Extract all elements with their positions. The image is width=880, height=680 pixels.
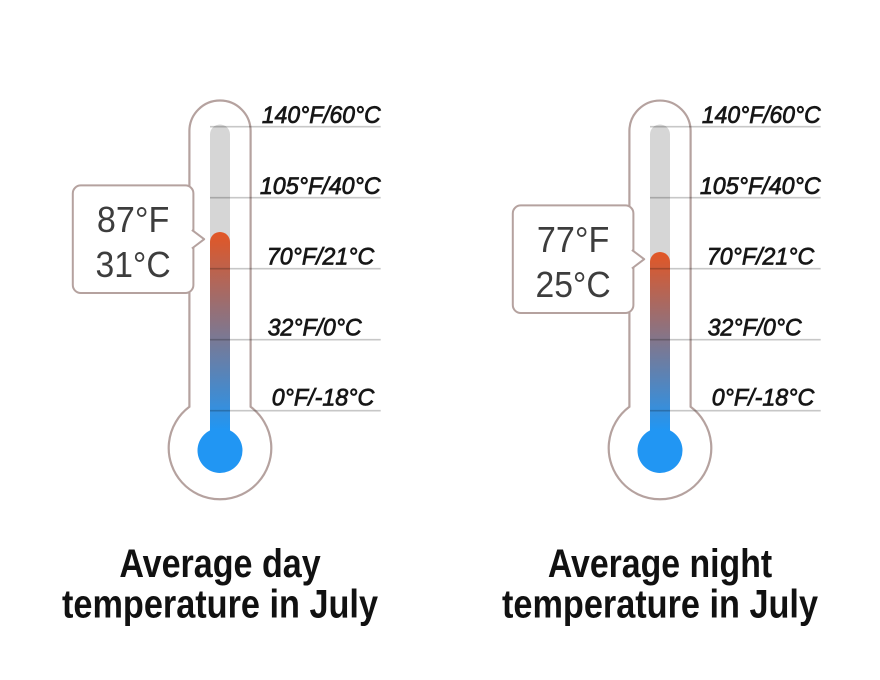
svg-text:87°F: 87°F	[97, 199, 170, 240]
svg-text:105°F/40°C: 105°F/40°C	[700, 173, 822, 200]
svg-text:25°C: 25°C	[536, 264, 611, 305]
svg-text:70°F/21°C: 70°F/21°C	[707, 244, 815, 271]
svg-text:70°F/21°C: 70°F/21°C	[267, 244, 375, 271]
svg-text:32°F/0°C: 32°F/0°C	[708, 315, 803, 342]
svg-text:140°F/60°C: 140°F/60°C	[702, 102, 821, 129]
svg-text:temperature in July: temperature in July	[62, 583, 379, 627]
svg-text:0°F/-18°C: 0°F/-18°C	[272, 384, 375, 411]
svg-text:140°F/60°C: 140°F/60°C	[262, 102, 381, 129]
svg-text:temperature in July: temperature in July	[502, 583, 819, 627]
svg-text:Average day: Average day	[119, 542, 321, 586]
svg-text:32°F/0°C: 32°F/0°C	[268, 315, 363, 342]
svg-text:31°C: 31°C	[96, 244, 171, 285]
svg-text:77°F: 77°F	[537, 219, 610, 260]
svg-text:105°F/40°C: 105°F/40°C	[260, 173, 382, 200]
svg-text:0°F/-18°C: 0°F/-18°C	[712, 384, 815, 411]
svg-text:Average night: Average night	[548, 542, 772, 586]
